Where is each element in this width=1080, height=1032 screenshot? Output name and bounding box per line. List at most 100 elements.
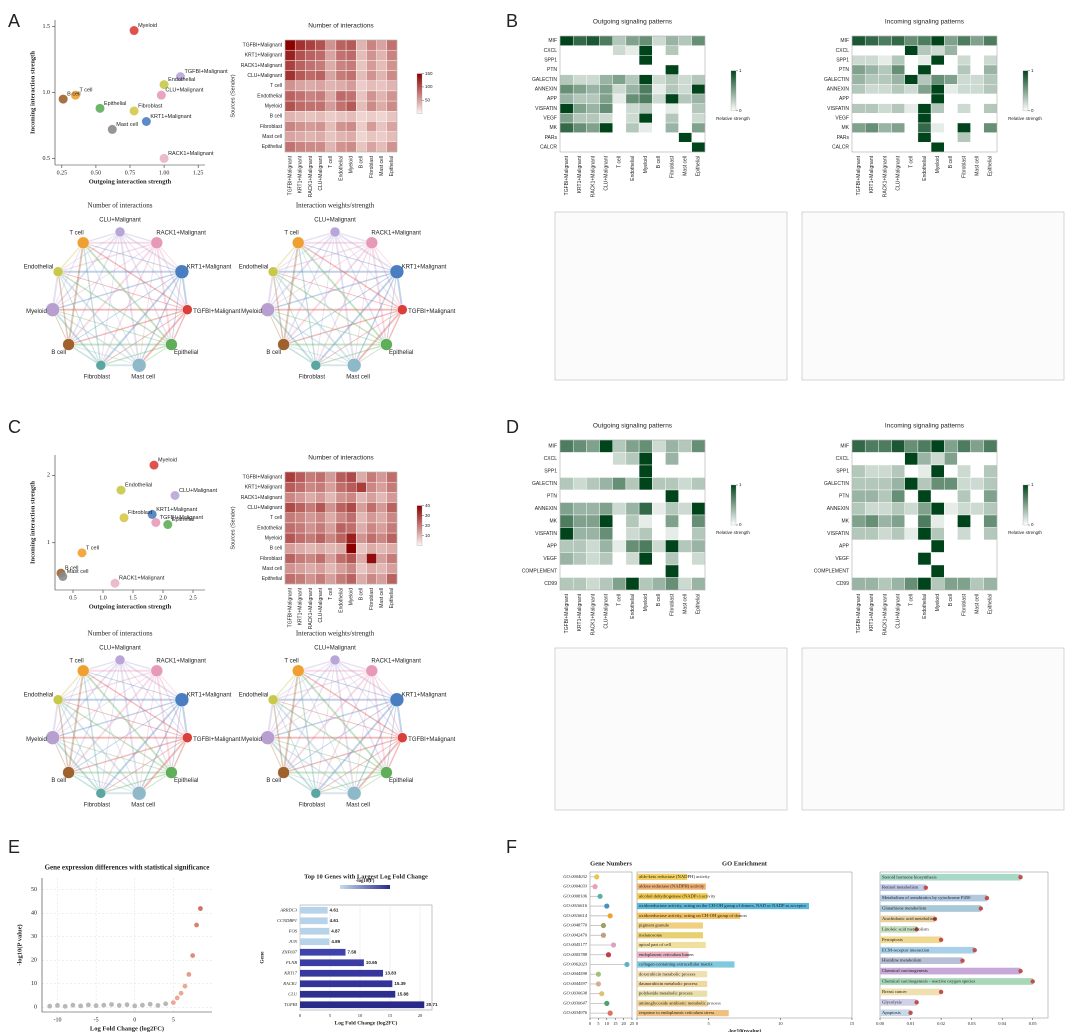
column-label: KRT1+Malignant [869, 593, 875, 631]
network-node-label: RACK1+Malignant [371, 658, 421, 664]
data-point [109, 1002, 114, 1007]
heatmap-cell [944, 477, 958, 491]
heatmap-cell [366, 39, 377, 51]
x-tick-label: 0.25 [57, 170, 68, 176]
bar [300, 1001, 425, 1009]
row-label: ANNEXIN [827, 506, 850, 512]
heatmap-cell [572, 84, 587, 95]
heatmap-cell [386, 100, 398, 112]
heatmap-cell [386, 49, 398, 61]
heatmap-cell [638, 55, 653, 66]
point-label: RACK1+Malignant [168, 151, 214, 157]
heatmap-cell [356, 90, 367, 102]
point-label: Epithelial [104, 101, 126, 107]
data-point [175, 72, 185, 82]
heatmap-cell [917, 514, 932, 528]
network-edge [57, 271, 70, 345]
heatmap-cell [356, 492, 367, 503]
heatmap-cell [930, 132, 945, 143]
bubble-frames [554, 211, 1065, 811]
heatmap-cell [325, 573, 337, 585]
data-point [58, 572, 68, 581]
heatmap-cell [625, 74, 640, 85]
network-edge [51, 659, 121, 739]
network-edge [119, 231, 173, 345]
row-label: CLU+Malignant [247, 73, 282, 79]
column-label: TGFBI+Malignant [856, 593, 862, 633]
heatmap-cell [678, 103, 693, 114]
network-edge [119, 231, 141, 366]
legend-title: Relative strength [1008, 530, 1042, 535]
heatmap-cell [878, 452, 892, 466]
heatmap-cell [678, 45, 693, 56]
heatmap-cell [970, 527, 985, 541]
network-edge [272, 670, 299, 701]
heatmap-cell [315, 121, 326, 132]
network-node [267, 266, 279, 278]
network-edge [82, 242, 102, 366]
network-edge [267, 242, 299, 310]
x-tick-label: 0.03 [968, 1021, 977, 1026]
network-edge [334, 659, 403, 738]
heatmap-cell [930, 35, 945, 46]
category-label: Arachidonic acid metabolism [882, 916, 937, 921]
heatmap-cell [970, 489, 985, 503]
heatmap-cell [345, 39, 357, 51]
network-edge [68, 309, 188, 346]
heatmap-cell [559, 74, 574, 85]
heatmap-cell [970, 84, 985, 95]
heatmap-cell [983, 502, 998, 516]
heatmap-cell [904, 564, 919, 578]
heatmap-cell [917, 577, 932, 591]
network-edge [315, 271, 398, 366]
heatmap-cell [386, 39, 398, 51]
heatmap-cell [559, 477, 574, 491]
heatmap-cell [572, 45, 587, 56]
network-node [95, 359, 107, 371]
heatmap-cell [599, 489, 613, 503]
network-edge [297, 670, 388, 774]
heatmap-cell [957, 577, 971, 591]
network-node-label: KRT1+Malignant [402, 692, 447, 698]
heatmap-cell [665, 122, 679, 133]
category-label: aldo-keto reductase (NADPH) activity [639, 874, 711, 879]
network-node [165, 766, 178, 779]
network-node-label: T cell [69, 658, 83, 664]
heatmap-cell [386, 60, 398, 71]
heatmap-cell [878, 489, 892, 503]
bar [637, 902, 809, 910]
heatmap-cell [930, 113, 945, 124]
heatmap-cell [356, 49, 367, 61]
heatmap-cell [930, 122, 945, 133]
heatmap-cell [386, 481, 398, 493]
network-node-label: KRT1+Malignant [187, 264, 232, 270]
network-edge [51, 231, 121, 311]
network-edge [267, 271, 398, 311]
heatmap-cell [305, 492, 316, 503]
heatmap-cell [625, 122, 640, 133]
heatmap-cell [284, 502, 296, 513]
heatmap-cell [335, 563, 347, 575]
colorbar-tick-label: 20 [425, 523, 431, 528]
heatmap-cell [691, 122, 706, 133]
x-tick-label: 20 [418, 1013, 423, 1018]
x-tick-label: 0.05 [1029, 1021, 1038, 1026]
heatmap-cell [904, 452, 919, 466]
category-label: apical part of cell [639, 942, 672, 947]
network-edge [298, 659, 336, 672]
heatmap-cell [315, 131, 326, 143]
heatmap-cell [305, 481, 316, 493]
heatmap-cell [891, 45, 905, 56]
network-node [260, 302, 275, 317]
category-label: Breast cancer [882, 989, 907, 994]
heatmap-cell [878, 93, 892, 104]
chart-title: Incoming signaling patterns [885, 423, 965, 430]
heatmap-cell [678, 539, 693, 553]
heatmap-cell [930, 464, 945, 478]
heatmap-cell [386, 141, 398, 153]
data-point [170, 1000, 176, 1005]
heatmap-cell [315, 70, 326, 81]
heatmap-cell [678, 489, 693, 503]
heatmap-cell [917, 122, 932, 133]
heatmap-cell [864, 527, 879, 541]
